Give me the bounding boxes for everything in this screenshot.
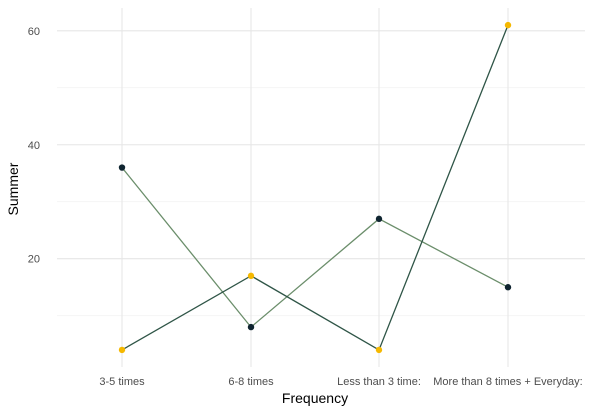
x-axis-title: Frequency [282, 390, 348, 406]
y-tick-label: 40 [28, 140, 40, 152]
x-tick-label: More than 8 times + Everyday: [433, 376, 582, 388]
series-lines [122, 25, 508, 350]
series-1-point [376, 216, 382, 222]
y-tick-label: 20 [28, 254, 40, 266]
series-line-2 [122, 25, 508, 350]
x-axis-ticks: 3-5 times 6-8 times Less than 3 time: More … [99, 376, 582, 388]
y-axis-title: Summer [5, 162, 21, 215]
y-tick-label: 60 [28, 26, 40, 38]
series-1-point [505, 284, 511, 290]
series-2-point [119, 347, 125, 353]
series-1-point [119, 164, 125, 170]
series-1-point [248, 324, 254, 330]
series-2-point [248, 273, 254, 279]
series-points [119, 22, 511, 353]
x-tick-label: 3-5 times [99, 376, 145, 388]
x-tick-label: Less than 3 time: [337, 376, 421, 388]
series-2-point [376, 347, 382, 353]
series-line-1 [122, 168, 508, 328]
y-axis-ticks: 20 40 60 [28, 26, 40, 266]
x-tick-label: 6-8 times [228, 376, 274, 388]
series-2-point [505, 22, 511, 28]
grid [57, 8, 585, 367]
